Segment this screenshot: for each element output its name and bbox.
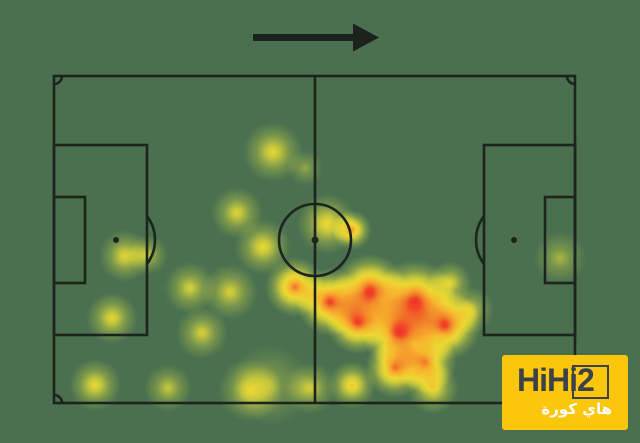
right-penalty-spot xyxy=(511,237,517,243)
left-goal-box xyxy=(52,195,87,285)
left-penalty-arc xyxy=(145,215,157,265)
left-penalty-spot xyxy=(113,237,119,243)
center-circle xyxy=(277,202,353,278)
brand-logo-badge: HiHi2 هاي كورة xyxy=(502,355,628,430)
corner-arc-bl xyxy=(53,393,64,404)
right-goal-box xyxy=(543,195,577,285)
brand-square-outline xyxy=(572,365,609,399)
corner-arc-tl xyxy=(53,75,64,86)
center-spot xyxy=(311,236,319,244)
arrow-shape xyxy=(253,23,379,52)
brand-arabic-name: هاي كورة xyxy=(541,400,612,418)
corner-arc-tr xyxy=(565,75,576,86)
right-penalty-arc xyxy=(474,215,486,265)
brand-name: HiHi2 xyxy=(517,362,595,398)
